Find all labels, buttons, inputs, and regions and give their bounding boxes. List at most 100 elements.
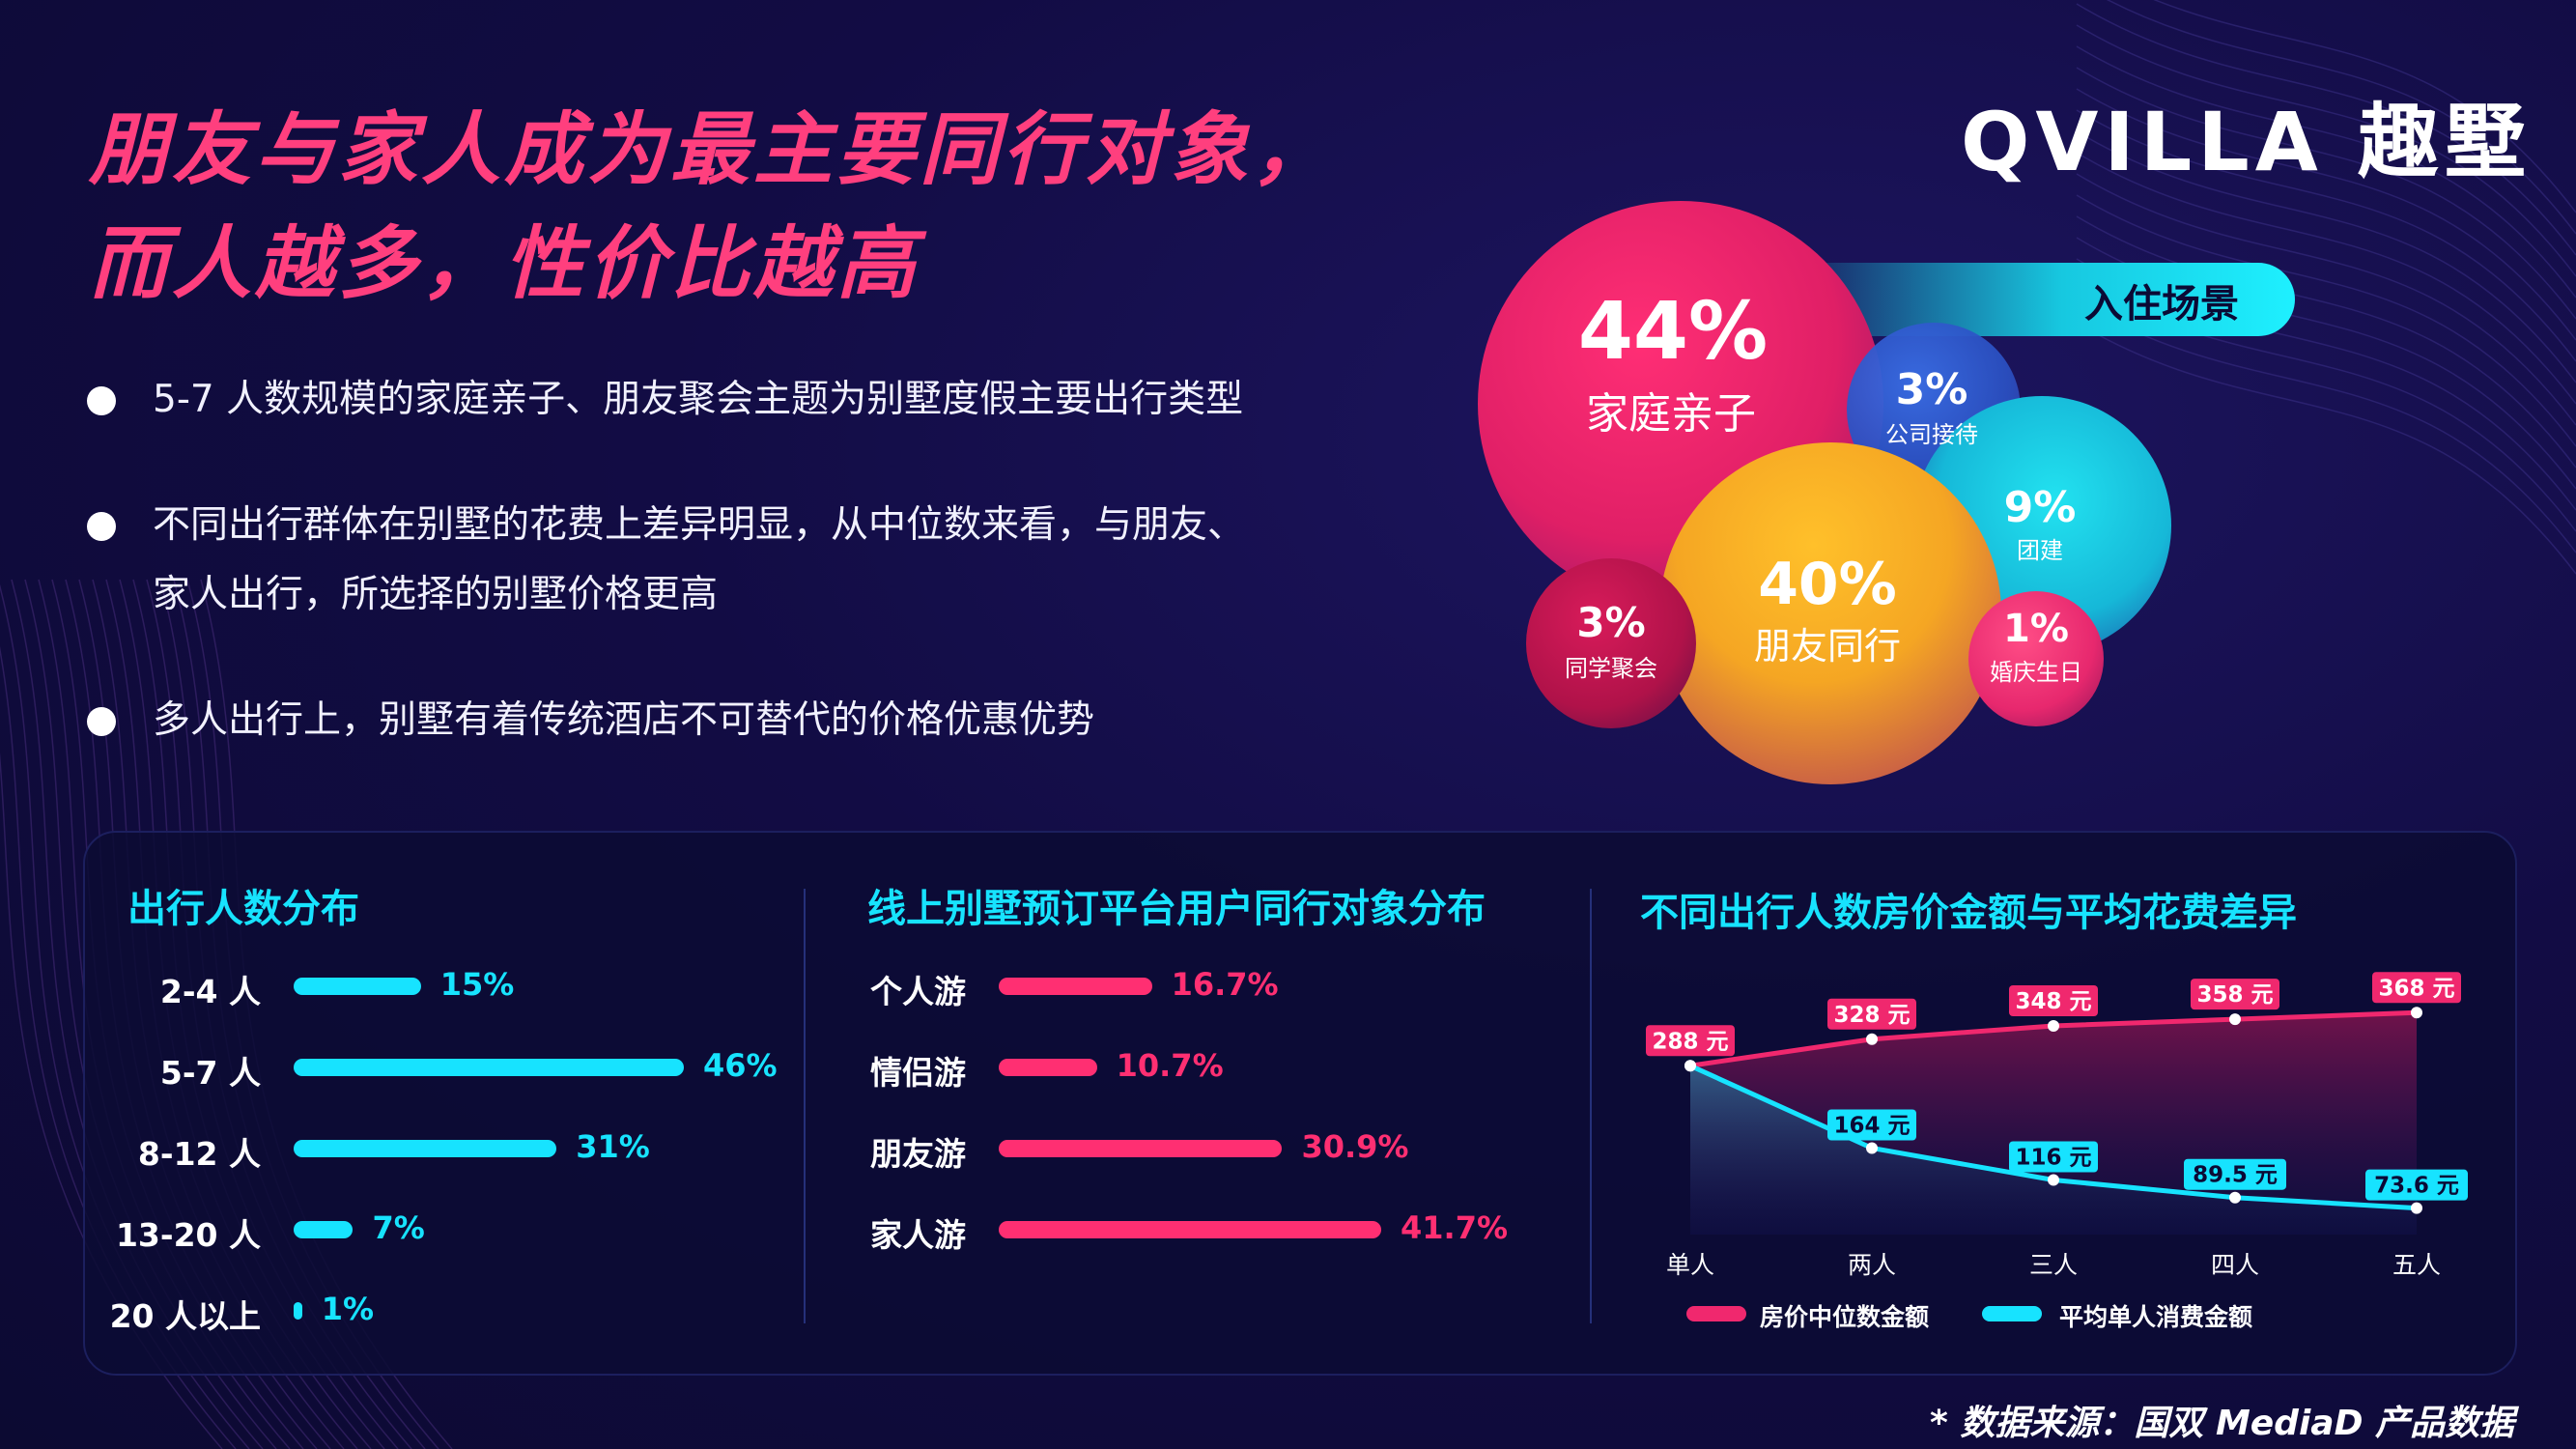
bar-row-label: 家人游	[870, 1216, 966, 1254]
data-label-box	[2009, 985, 2098, 1016]
bullet-item: 多人出行上，别墅有着传统酒店不可替代的价格优惠优势	[87, 686, 1094, 755]
bubble-wedding-pct: 1%	[2003, 607, 2069, 651]
bullet-text: 5-7 人数规模的家庭亲子、朋友聚会主题为别墅度假主要出行类型	[153, 378, 1244, 421]
bullet-text-continued: 家人出行，所选择的别墅价格更高	[153, 573, 719, 616]
bullet-item: 不同出行群体在别墅的花费上差异明显，从中位数来看，与朋友、 家人出行，所选择的别…	[87, 491, 1245, 630]
bar-row-value: 31%	[576, 1128, 650, 1165]
data-label: 73.6 元	[2374, 1174, 2459, 1199]
x-tick-label: 两人	[1848, 1251, 1896, 1279]
bubble-friends-label: 朋友同行	[1753, 625, 1902, 668]
data-label: 288 元	[1652, 1029, 1728, 1054]
data-label: 358 元	[2196, 982, 2273, 1008]
series-area	[1690, 1065, 2417, 1235]
bar-row-label: 5-7 人	[159, 1054, 261, 1092]
bullet-dot-icon	[87, 707, 116, 736]
bar-row-label: 朋友游	[870, 1135, 966, 1173]
page-title-line-2: 而人越多，性价比越高	[89, 218, 920, 310]
bubble-company-label: 公司接待	[1885, 421, 1978, 448]
bubble-classmates-label: 同学聚会	[1565, 655, 1657, 682]
bar-row-value: 15%	[439, 966, 515, 1003]
data-label-box	[1827, 998, 1916, 1030]
bullet-dot-icon	[87, 512, 116, 541]
bar-row-bar	[999, 1221, 1381, 1238]
price-line-chart: 288 元 328 元 348 元 358 元 368 元 164 元 116 元 89.5 …	[1646, 972, 2468, 1279]
bar-row-label: 13-20 人	[115, 1216, 261, 1254]
bubble-company-pct: 3%	[1895, 365, 1968, 414]
bar-row-label: 个人游	[870, 973, 966, 1010]
bubble-friends	[1659, 442, 2001, 784]
bar-row-label: 2-4 人	[159, 973, 261, 1010]
data-point	[2411, 1007, 2422, 1019]
x-tick-label: 三人	[2029, 1251, 2078, 1279]
data-point	[2048, 1020, 2059, 1032]
bubble-friends-pct: 40%	[1758, 551, 1897, 618]
brand-logo: QVILLA 趣墅	[1961, 95, 2532, 189]
data-label: 89.5 元	[2193, 1163, 2278, 1188]
companion-title: 线上别墅预订平台用户同行对象分布	[867, 887, 1486, 931]
bar-row-value: 16.7%	[1171, 966, 1279, 1003]
x-tick-label: 单人	[1666, 1251, 1714, 1279]
bullet-text: 多人出行上，别墅有着传统酒店不可替代的价格优惠优势	[153, 698, 1095, 742]
data-label-box	[1827, 1109, 1916, 1141]
bubble-classmates	[1526, 558, 1696, 728]
legend-label-spend: 平均单人消费金额	[2059, 1303, 2253, 1331]
bar-row-bar	[294, 1140, 557, 1157]
x-tick-label: 五人	[2392, 1251, 2441, 1279]
data-label: 116 元	[2015, 1146, 2091, 1171]
bubble-wedding-label: 婚庆生日	[1990, 659, 2082, 686]
bar-row-value: 41.7%	[1401, 1209, 1509, 1246]
bubble-classmates-pct: 3%	[1576, 599, 1646, 646]
data-point	[2229, 1013, 2241, 1026]
bubble-family-label: 家庭亲子	[1586, 389, 1756, 439]
bar-row-value: 10.7%	[1116, 1047, 1224, 1084]
data-source-note: * 数据来源：国双 MediaD 产品数据	[1930, 1404, 2514, 1443]
data-point	[2411, 1202, 2422, 1214]
data-label: 348 元	[2015, 989, 2091, 1014]
bar-row-bar	[294, 978, 421, 995]
bullet-item: 5-7 人数规模的家庭亲子、朋友聚会主题为别墅度假主要出行类型	[87, 365, 1243, 435]
data-point	[1866, 1033, 1878, 1045]
data-point	[1866, 1142, 1878, 1154]
page-title-line-1: 朋友与家人成为最主要同行对象，	[89, 104, 1335, 196]
data-label: 368 元	[2378, 976, 2454, 1001]
bar-row-value: 7%	[372, 1209, 425, 1246]
bubble-family-pct: 44%	[1577, 286, 1769, 378]
bar-row-bar	[294, 1221, 354, 1238]
scene-tag-label: 入住场景	[2084, 282, 2239, 327]
data-point	[1684, 1060, 1696, 1072]
bullet-text: 不同出行群体在别墅的花费上差异明显，从中位数来看，与朋友、	[153, 503, 1246, 547]
panel-divider	[804, 889, 806, 1323]
bar-row-label: 情侣游	[870, 1054, 966, 1092]
bar-row-value: 30.9%	[1301, 1128, 1409, 1165]
bubble-team-label: 团建	[2017, 537, 2063, 564]
data-label-box	[2184, 1158, 2286, 1190]
data-point	[2048, 1174, 2059, 1186]
data-label-box	[2009, 1141, 2098, 1173]
bubble-wedding	[1968, 591, 2104, 726]
bar-row-label: 8-12 人	[137, 1135, 261, 1173]
data-label-box	[2191, 979, 2279, 1010]
bar-row-value: 46%	[703, 1047, 778, 1084]
bubble-team-pct: 9%	[2003, 483, 2077, 532]
data-label: 164 元	[1833, 1114, 1910, 1139]
x-tick-label: 四人	[2211, 1251, 2259, 1279]
data-label: 328 元	[1833, 1003, 1910, 1028]
data-point	[2229, 1191, 2241, 1204]
data-label-box	[2372, 972, 2461, 1004]
legend-swatch-spend	[1982, 1306, 2042, 1321]
bar-row-bar	[294, 1302, 302, 1320]
data-label-box	[2365, 1169, 2468, 1201]
bar-row-value: 1%	[321, 1291, 375, 1327]
data-label-box	[1646, 1025, 1735, 1057]
bar-row-bar	[999, 978, 1152, 995]
panel-divider	[1590, 889, 1592, 1323]
bar-row-label: 20 人以上	[109, 1297, 261, 1335]
bullet-dot-icon	[87, 386, 116, 415]
legend-label-price: 房价中位数金额	[1760, 1303, 1930, 1331]
bar-row-bar	[999, 1059, 1097, 1076]
bar-row-bar	[294, 1059, 684, 1076]
price-chart-title: 不同出行人数房价金额与平均花费差异	[1640, 891, 2297, 935]
bar-row-bar	[999, 1140, 1283, 1157]
legend-swatch-price	[1686, 1306, 1746, 1321]
group-size-title: 出行人数分布	[127, 887, 359, 931]
